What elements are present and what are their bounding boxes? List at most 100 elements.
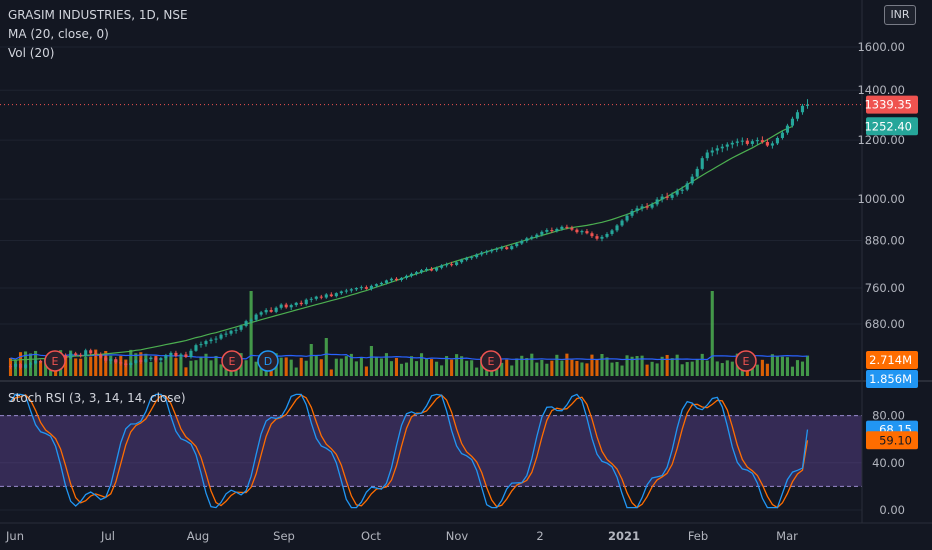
event-marker [735, 350, 757, 372]
volume-bar [414, 361, 419, 376]
volume-bar [595, 359, 599, 376]
volume-bar [780, 356, 784, 376]
ma-legend[interactable]: MA (20, close, 0) [8, 27, 109, 41]
event-marker-label: E [743, 355, 750, 368]
candle-body [600, 236, 604, 239]
candle-body [239, 325, 243, 330]
candle-body [805, 104, 810, 106]
candle-body [369, 285, 373, 289]
volume-bar [344, 356, 348, 376]
volume-bar [104, 351, 108, 376]
candle-body [475, 254, 479, 258]
candle-body [770, 143, 774, 146]
time-tick-label: Nov [446, 529, 469, 543]
candle-body [780, 132, 784, 138]
candle-body [740, 140, 744, 142]
candle-body [389, 278, 394, 281]
candle-body [359, 287, 363, 289]
volume-bar [700, 353, 704, 376]
candle-body [710, 150, 714, 153]
candle-body [665, 196, 669, 198]
candle-body [249, 319, 253, 322]
vol-legend[interactable]: Vol (20) [8, 46, 55, 60]
candle-body [314, 296, 318, 299]
candle-body [74, 353, 78, 355]
volume-bar [329, 369, 333, 376]
candle-body [174, 352, 178, 356]
volume-bar [800, 361, 805, 376]
volume-bar [705, 360, 709, 376]
candle-body [79, 354, 83, 356]
candle-body [339, 291, 343, 294]
price-tick-label: 1400.00 [857, 83, 905, 97]
volume-bar [535, 362, 539, 376]
candle-body [500, 247, 504, 249]
volume-bar [615, 361, 619, 376]
volume-bar [134, 353, 138, 376]
legend: GRASIM INDUSTRIES, 1D, NSE MA (20, close… [8, 6, 188, 63]
volume-bar [319, 359, 323, 376]
candle-body [144, 359, 148, 362]
candle-body [264, 310, 268, 313]
volume-bar [139, 352, 143, 376]
candle-body [104, 357, 108, 361]
volume-bar [84, 356, 88, 376]
candle-body [515, 243, 519, 247]
candle-body [705, 152, 709, 159]
event-marker [44, 350, 66, 372]
candle-body [299, 302, 303, 305]
candle-body [284, 304, 288, 308]
candle-body [530, 236, 534, 239]
candle-body [164, 355, 168, 359]
volume-bar [334, 358, 338, 376]
volume-bar [710, 291, 714, 376]
volume-value-tag: 2.714M [869, 353, 912, 367]
volume-bar [144, 353, 148, 376]
candle-body [119, 362, 123, 364]
candle-body [755, 140, 759, 142]
volume-bar [254, 361, 258, 376]
volume-bar [695, 358, 699, 376]
volume-bar [620, 365, 624, 376]
volume-bar [525, 358, 529, 376]
candle-body [319, 296, 323, 298]
volume-bar [575, 360, 579, 376]
stoch-legend[interactable]: Stoch RSI (3, 3, 14, 14, close) [8, 391, 186, 405]
volume-bar [179, 356, 183, 376]
volume-bar [294, 367, 298, 376]
candle-body [89, 350, 93, 354]
stoch-d-line [10, 394, 809, 509]
volume-bar [359, 357, 363, 376]
volume-bar [369, 346, 373, 376]
candle-body [8, 366, 13, 368]
candle-body [465, 257, 469, 260]
volume-bar [219, 364, 223, 376]
volume-bar [69, 350, 73, 376]
time-tick-label: Sep [273, 529, 295, 543]
price-tick-label: 1600.00 [857, 40, 905, 54]
volume-bar [39, 361, 43, 376]
volume-bar [154, 355, 158, 376]
candle-body [349, 289, 353, 291]
candle-body [480, 252, 484, 255]
symbol-title[interactable]: GRASIM INDUSTRIES, 1D, NSE [8, 8, 188, 22]
volume-bar [99, 355, 103, 376]
volume-bar [760, 359, 764, 376]
currency-button[interactable]: INR [884, 5, 916, 25]
volume-bar [79, 358, 83, 376]
candle-body [384, 280, 388, 283]
candle-body [680, 189, 684, 191]
stoch-d-tag-bg [866, 431, 918, 450]
candle-body [585, 231, 589, 234]
volume-bar [159, 362, 163, 376]
ma-value-tag-bg [866, 117, 918, 136]
volume-bar [555, 354, 559, 376]
candle-body [485, 251, 489, 253]
candle-body [289, 305, 293, 308]
candle-body [495, 248, 499, 250]
candle-body [184, 354, 188, 358]
volume-bar [730, 361, 734, 376]
volume-bar [289, 359, 293, 376]
